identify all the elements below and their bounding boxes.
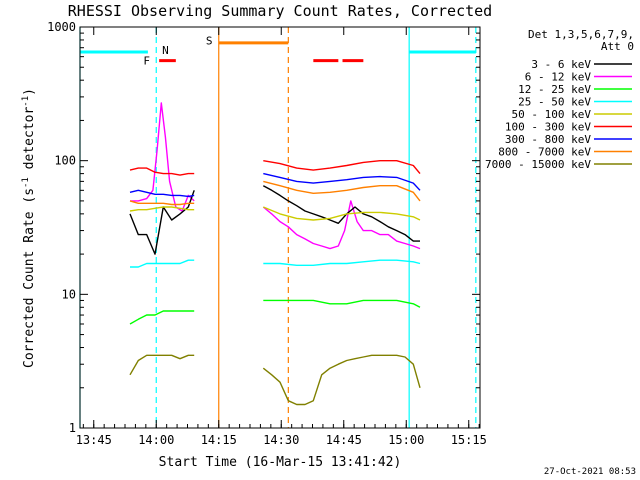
series-line-25-50-kev-1 [263, 259, 421, 266]
series-line-7000-15000-kev-1 [262, 354, 421, 406]
y-axis-label: Corrected Count Rate (s-1 detector-1) [21, 88, 37, 368]
series-line-300-800-kev-0 [129, 189, 195, 198]
x-tick-label-13-45: 13:45 [76, 433, 112, 447]
series-line-7000-15000-kev-0 [129, 354, 195, 376]
y-tick-label-1000: 1000 [47, 20, 76, 34]
legend-header-1: Att 0 [601, 40, 634, 53]
series-line-800-7000-kev-1 [263, 180, 421, 202]
x-tick-label-15-00: 15:00 [388, 433, 424, 447]
legend-label-100-300-kev: 100 - 300 keV [505, 121, 591, 134]
series-line-50-100-kev-0 [129, 206, 195, 212]
legend-label-800-7000-kev: 800 - 7000 keV [498, 146, 591, 159]
x-tick-label-15-15: 15:15 [451, 433, 487, 447]
plot-frame [79, 26, 481, 429]
legend-label-300-800-kev: 300 - 800 keV [505, 133, 591, 146]
legend-label-6-12-kev: 6 - 12 keV [525, 71, 592, 84]
y-tick-label-10: 10 [62, 287, 76, 301]
chart-title: RHESSI Observing Summary Count Rates, Co… [68, 2, 492, 20]
series-line-800-7000-kev-0 [129, 200, 195, 206]
x-tick-label-14-45: 14:45 [326, 433, 362, 447]
flag-letter-n: N [162, 44, 169, 57]
axes: 13:45 14:00 14:15 14:30 14:45 15:00 15:15 1 10 10… [47, 20, 487, 447]
legend-label-50-100-kev: 50 - 100 keV [512, 108, 592, 121]
y-tick-label-1: 1 [69, 421, 76, 435]
series-lines [129, 102, 421, 406]
series-line-100-300-kev-1 [263, 159, 421, 175]
series-line-3-6-kev-1 [262, 185, 420, 242]
x-axis-label: Start Time (16-Mar-15 13:41:42) [159, 455, 402, 470]
time-markers [79, 27, 477, 428]
flag-letter-f: F [143, 55, 150, 68]
legend-label-3-6-kev: 3 - 6 keV [531, 58, 591, 71]
timestamp: 27-Oct-2021 08:53 [544, 467, 636, 477]
series-line-50-100-kev-1 [263, 206, 421, 221]
series-line-12-25-kev-0 [129, 310, 195, 325]
legend-label-12-25-kev: 12 - 25 keV [518, 83, 591, 96]
legend-label-7000-15000-kev: 7000 - 15000 keV [485, 158, 591, 171]
series-line-12-25-kev-1 [263, 299, 421, 308]
series-line-25-50-kev-0 [130, 259, 195, 268]
series-line-100-300-kev-0 [129, 167, 195, 176]
flag-letter-s: S [206, 35, 213, 48]
x-tick-label-14-00: 14:00 [138, 433, 174, 447]
series-line-300-800-kev-1 [263, 172, 421, 191]
legend-label-25-50-kev: 25 - 50 keV [518, 96, 591, 109]
series-line-6-12-kev-1 [262, 200, 421, 250]
y-tick-label-100: 100 [54, 154, 76, 168]
x-tick-label-14-15: 14:15 [201, 433, 237, 447]
flag-bars: FN S [80, 35, 476, 68]
x-tick-label-14-30: 14:30 [263, 433, 299, 447]
legend-header-0: Det 1,3,5,6,7,9, [528, 28, 634, 41]
